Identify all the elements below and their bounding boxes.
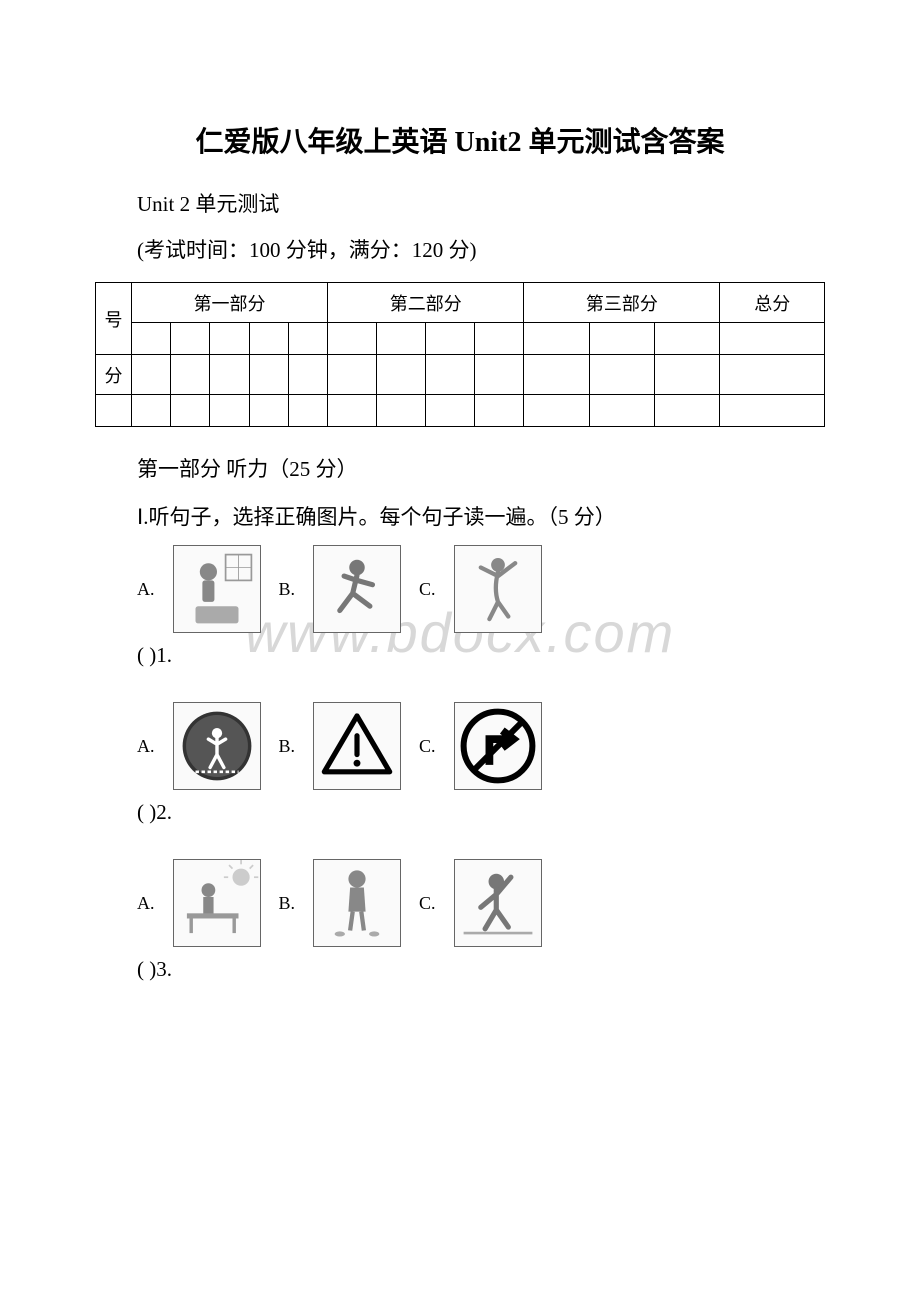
sign-crossing-icon <box>173 702 261 790</box>
table-cell <box>377 395 426 427</box>
table-cell <box>475 323 524 355</box>
table-cell <box>171 355 210 395</box>
header-part1: 第一部分 <box>132 283 328 323</box>
table-cell <box>288 355 327 395</box>
table-cell <box>171 395 210 427</box>
table-cell <box>377 355 426 395</box>
girl-bench-sun-icon <box>173 859 261 947</box>
table-cell <box>96 395 132 427</box>
question-blank: ( )3. <box>95 957 825 982</box>
table-cell <box>328 395 377 427</box>
table-cell <box>720 395 825 427</box>
table-cell <box>328 323 377 355</box>
table-cell <box>210 323 249 355</box>
table-cell <box>377 323 426 355</box>
table-cell <box>524 323 589 355</box>
boy-exercise-icon <box>454 859 542 947</box>
option-label: C. <box>419 736 436 757</box>
table-cell <box>475 355 524 395</box>
table-empty-row <box>96 395 825 427</box>
table-cell <box>654 323 719 355</box>
table-cell <box>132 395 171 427</box>
girl-brushing-icon <box>173 545 261 633</box>
question-1-choices: A. B. C. <box>95 545 825 633</box>
option-label: A. <box>137 736 155 757</box>
table-cell <box>171 323 210 355</box>
table-cell <box>589 323 654 355</box>
table-cell <box>249 355 288 395</box>
table-cell <box>249 323 288 355</box>
table-cell <box>720 355 825 395</box>
table-cell <box>654 355 719 395</box>
option-label: B. <box>279 736 296 757</box>
table-cell <box>475 395 524 427</box>
girl-standing-icon <box>313 859 401 947</box>
table-cell <box>524 355 589 395</box>
table-cell <box>132 323 171 355</box>
document-content: 仁爱版八年级上英语 Unit2 单元测试含答案 Unit 2 单元测试 (考试时… <box>95 120 825 982</box>
table-header-row: 号 第一部分 第二部分 第三部分 总分 <box>96 283 825 323</box>
table-cell <box>288 323 327 355</box>
option-label: C. <box>419 579 436 600</box>
score-table: 号 第一部分 第二部分 第三部分 总分 分 <box>95 282 825 427</box>
instruction-text: Ⅰ.听句子，选择正确图片。每个句子读一遍。（5 分） <box>95 501 825 531</box>
option-label: B. <box>279 579 296 600</box>
question-2-choices: A. B. C. <box>95 702 825 790</box>
table-cell <box>132 355 171 395</box>
header-part3: 第三部分 <box>524 283 720 323</box>
table-cell <box>720 323 825 355</box>
table-cell <box>328 355 377 395</box>
table-cell <box>524 395 589 427</box>
section-heading: 第一部分 听力（25 分） <box>95 453 825 483</box>
table-cell <box>288 395 327 427</box>
option-label: B. <box>279 893 296 914</box>
question-3-choices: A. B. C. <box>95 859 825 947</box>
row-label-fen: 分 <box>96 355 132 395</box>
header-part2: 第二部分 <box>328 283 524 323</box>
girl-dancing-icon <box>454 545 542 633</box>
table-score-row: 分 <box>96 355 825 395</box>
table-cell <box>426 355 475 395</box>
subtitle: Unit 2 单元测试 <box>95 188 825 218</box>
table-cell <box>426 395 475 427</box>
girl-running-icon <box>313 545 401 633</box>
option-label: A. <box>137 893 155 914</box>
row-label-hao: 号 <box>96 283 132 355</box>
table-cell <box>210 355 249 395</box>
table-cell <box>589 395 654 427</box>
sign-no-right-turn-icon <box>454 702 542 790</box>
page-title: 仁爱版八年级上英语 Unit2 单元测试含答案 <box>95 120 825 160</box>
question-blank: ( )1. <box>95 643 825 668</box>
option-label: A. <box>137 579 155 600</box>
option-label: C. <box>419 893 436 914</box>
table-subheader-row <box>96 323 825 355</box>
header-total: 总分 <box>720 283 825 323</box>
table-cell <box>249 395 288 427</box>
sign-warning-icon <box>313 702 401 790</box>
table-cell <box>589 355 654 395</box>
question-blank: ( )2. <box>95 800 825 825</box>
table-cell <box>426 323 475 355</box>
table-cell <box>210 395 249 427</box>
table-cell <box>654 395 719 427</box>
exam-info: (考试时间：100 分钟，满分：120 分) <box>95 234 825 264</box>
